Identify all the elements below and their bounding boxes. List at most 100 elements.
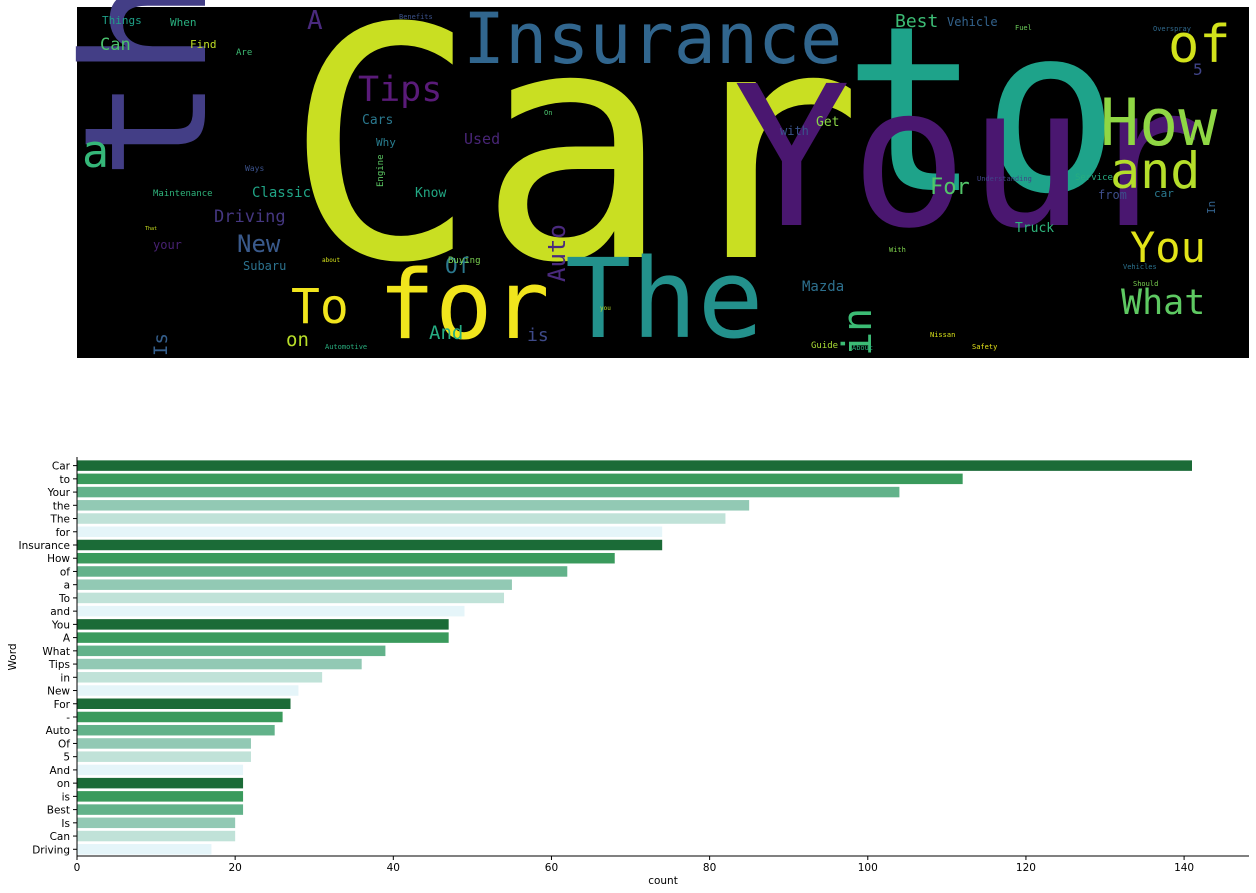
x-axis-title: count [648,875,678,887]
bar [77,764,244,776]
word-cloud-word: When [170,16,197,29]
word-cloud-word: Guide [811,341,838,351]
word-cloud-word: Is [150,333,172,356]
word-cloud-word: New [237,230,281,258]
word-cloud-word: Cars [362,113,393,128]
word-cloud-word: About [852,344,873,352]
word-cloud-word: Nissan [930,331,955,339]
word-cloud-background [77,7,1249,358]
bar [77,605,465,617]
word-cloud-word: Service [1075,173,1113,183]
bar [77,791,244,802]
bar [77,539,663,551]
bar [77,830,236,842]
word-cloud-word: To [291,279,349,335]
word-cloud-word: Mazda [802,279,844,295]
y-tick-label: A [63,633,71,645]
word-cloud-word: for [378,251,550,361]
word-cloud-word: of [1168,15,1231,75]
bar [77,473,963,485]
y-tick-label: Car [52,461,71,473]
bar [77,844,212,855]
word-cloud-word: Used [464,130,500,148]
y-tick-label: Best [47,805,70,817]
word-cloud-word: the [48,0,246,180]
x-tick-label: 40 [387,862,400,874]
y-tick-label: to [59,474,70,486]
word-cloud-word: Safety [972,343,997,351]
y-tick-label: of [60,566,70,578]
word-cloud-word: with [780,124,809,138]
word-cloud-word: Truck [1015,221,1054,236]
word-cloud-word: In [1205,201,1218,214]
word-cloud-word: to [843,0,1120,245]
word-cloud-word: Vehicles [1123,263,1157,271]
word-cloud-word: Insurance [463,0,842,80]
word-cloud-word: Car [285,0,863,333]
bar [77,672,323,683]
word-cloud-word: Get [816,115,839,130]
word-cloud-word: Automotive [325,343,367,351]
y-tick-label: Driving [32,844,70,856]
word-cloud-word: 5 [1193,60,1203,79]
word-cloud-word: a [82,125,109,178]
y-tick-label: For [54,699,71,711]
y-tick-label: on [57,778,70,790]
bar [77,526,663,538]
y-tick-label: a [64,580,70,592]
word-cloud-word: is [527,325,549,346]
y-tick-label: Your [47,487,71,499]
word-cloud-word: Tips [358,70,442,110]
y-tick-label: is [62,791,70,803]
word-cloud-word: you [600,305,611,312]
bar [77,513,726,524]
word-cloud-word: Why [376,136,396,149]
x-tick-label: 120 [1016,862,1036,874]
word-cloud-word: Auto [543,224,571,282]
word-cloud-word: Overspray [1153,25,1191,33]
y-tick-label: Can [50,831,70,843]
bar [77,738,251,749]
bar [77,566,568,577]
word-cloud-word: Your [733,44,1203,271]
y-tick-label: How [47,553,70,565]
y-tick-label: To [58,593,70,605]
y-tick-label: And [49,765,70,777]
word-cloud-word: Buying [448,256,481,266]
x-tick-label: 0 [74,862,81,874]
word-cloud-word: about [322,257,340,264]
word-cloud-word: Ways [245,164,264,173]
bar [77,619,449,630]
bar [77,698,291,710]
y-tick-label: Insurance [18,540,70,552]
word-cloud-word: from [1098,188,1127,202]
y-tick-label: You [51,619,70,631]
bar [77,500,750,511]
y-tick-label: Of [58,738,70,750]
y-tick-label: New [47,686,70,698]
word-cloud-word: on [286,329,309,351]
bar [77,486,900,498]
word-cloud-word: Classic [252,185,311,201]
bar [77,724,275,736]
x-tick-label: 100 [858,862,878,874]
bar [77,817,236,829]
x-tick-label: 20 [228,862,241,874]
word-cloud-word: Find [190,38,217,51]
word-cloud-word: Vehicle [947,15,998,29]
word-cloud-word: And [429,322,463,344]
y-tick-label: Is [61,818,70,830]
bar [77,592,505,604]
x-tick-label: 80 [703,862,716,874]
word-cloud-word: Things [102,14,142,27]
word-cloud-word: The [565,235,764,363]
bar [77,777,244,789]
word-cloud-word: Engine [376,154,386,187]
word-cloud-word: in [835,308,881,356]
word-cloud-word: Should [1133,280,1158,288]
word-cloud-word: Know [415,186,446,201]
y-tick-label: for [56,527,71,539]
word-cloud-word: How [1100,86,1218,161]
word-cloud-word: Best [895,11,938,32]
